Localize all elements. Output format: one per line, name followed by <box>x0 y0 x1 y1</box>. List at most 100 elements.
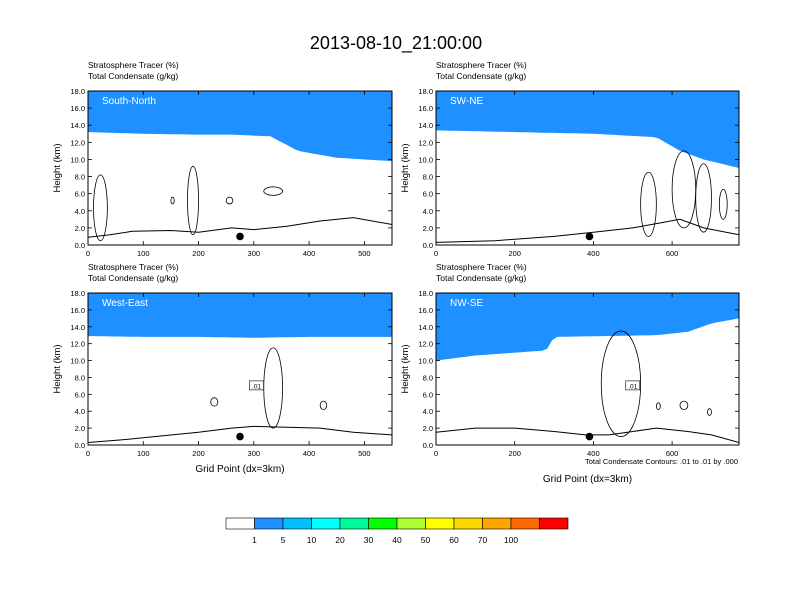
condensate-contour-2 <box>263 186 283 196</box>
colorbar: 1 5 10 20 30 40 50 60 70 100 <box>225 517 569 545</box>
x-tick-label: 100 <box>137 249 150 258</box>
colorbar-label: 40 <box>392 535 402 545</box>
y-tick-label: 12.0 <box>418 340 433 349</box>
colorbar-label: 5 <box>281 535 286 545</box>
contour-label-box <box>625 380 641 391</box>
plot-frame <box>435 292 740 446</box>
location-marker <box>236 232 244 241</box>
colorbar-swatch-2 <box>282 517 312 530</box>
panel-1: SW-NE 0.0 2.0 4.0 6.0 8.0 10.0 12.0 14.0 16.0 18.0… <box>400 60 740 258</box>
x-tick-label: 200 <box>508 249 521 258</box>
y-tick-label: 16.0 <box>418 104 433 113</box>
y-tick-label: 6.0 <box>75 390 85 399</box>
y-tick-label: 14.0 <box>70 323 85 332</box>
condensate-contour-0 <box>93 174 108 242</box>
tracer-band-0 <box>88 293 392 338</box>
terrain-line <box>436 427 739 443</box>
colorbar-label: 70 <box>478 535 488 545</box>
location-marker <box>236 432 244 441</box>
condensate-contour-1 <box>210 397 219 407</box>
y-axis-label: Height (km) <box>52 344 63 393</box>
contour-label: .01 <box>628 383 637 390</box>
y-tick-label: 0.0 <box>75 441 85 450</box>
condensate-contour-3 <box>170 196 175 205</box>
y-tick-label: 0.0 <box>75 241 85 250</box>
colorbar-label: 20 <box>335 535 345 545</box>
x-tick-label: 300 <box>248 249 261 258</box>
y-tick-label: 14.0 <box>418 121 433 130</box>
colorbar-swatch-7 <box>425 517 455 530</box>
x-tick-label: 200 <box>192 249 205 258</box>
y-tick-label: 4.0 <box>423 207 433 216</box>
x-tick-label: 300 <box>248 449 261 458</box>
x-tick-label: 400 <box>303 449 316 458</box>
y-tick-label: 8.0 <box>423 173 433 182</box>
location-marker <box>585 232 594 241</box>
colorbar-label: 30 <box>364 535 374 545</box>
colorbar-swatch-4 <box>339 517 369 530</box>
y-tick-label: 4.0 <box>75 207 85 216</box>
x-tick-label: 0 <box>86 249 90 258</box>
plot-frame <box>87 292 393 446</box>
x-tick-label: 0 <box>434 249 438 258</box>
panel-title-tracer: Stratosphere Tracer (%) <box>88 262 179 272</box>
x-tick-label: 400 <box>587 249 600 258</box>
x-tick-label: 200 <box>508 449 521 458</box>
contour-label: .01 <box>252 383 261 390</box>
plot-area: .01 <box>436 293 739 445</box>
y-tick-label: 6.0 <box>423 190 433 199</box>
condensate-contour-2 <box>319 400 328 410</box>
plot-area <box>436 91 739 245</box>
colorbar-swatch-6 <box>396 517 426 530</box>
colorbar-swatch-5 <box>368 517 398 530</box>
x-tick-label: 0 <box>86 449 90 458</box>
y-tick-label: 4.0 <box>423 407 433 416</box>
panel-label: NW-SE <box>450 298 483 309</box>
colorbar-label: 10 <box>307 535 317 545</box>
plot-frame <box>435 90 740 246</box>
terrain-line <box>436 218 739 243</box>
colorbar-swatch-11 <box>539 517 569 530</box>
x-axis-label: Grid Point (dx=3km) <box>543 474 632 485</box>
x-tick-label: 0 <box>434 449 438 458</box>
x-tick-label: 400 <box>303 249 316 258</box>
plot-area: .01 <box>88 293 392 445</box>
contour-note: Total Condensate Contours: .01 to .01 by… <box>585 457 738 466</box>
tracer-band-0 <box>436 293 739 361</box>
y-tick-label: 18.0 <box>70 87 85 96</box>
colorbar-swatch-8 <box>453 517 483 530</box>
x-tick-label: 500 <box>358 449 371 458</box>
y-tick-label: 18.0 <box>70 289 85 298</box>
panels: South-North 0.0 2.0 4.0 6.0 8.0 10.0 12.0 14.0 16… <box>52 60 740 485</box>
colorbar-label: 100 <box>504 535 518 545</box>
y-tick-label: 18.0 <box>418 87 433 96</box>
y-tick-label: 14.0 <box>418 323 433 332</box>
panel-title-condensate: Total Condensate (g/kg) <box>88 71 178 81</box>
tracer-band-0 <box>88 91 392 162</box>
y-tick-label: 10.0 <box>70 357 85 366</box>
terrain-line <box>88 217 392 238</box>
y-tick-label: 0.0 <box>423 241 433 250</box>
x-tick-label: 200 <box>192 449 205 458</box>
panel-title-tracer: Stratosphere Tracer (%) <box>88 60 179 70</box>
condensate-contour-0 <box>640 171 657 237</box>
y-tick-label: 8.0 <box>423 373 433 382</box>
location-marker <box>585 432 594 441</box>
figure-title: 2013-08-10_21:00:00 <box>310 33 482 54</box>
panel-title-condensate: Total Condensate (g/kg) <box>436 71 526 81</box>
y-tick-label: 8.0 <box>75 373 85 382</box>
panel-title-condensate: Total Condensate (g/kg) <box>88 273 178 283</box>
y-tick-label: 6.0 <box>423 390 433 399</box>
y-tick-label: 4.0 <box>75 407 85 416</box>
condensate-contour-0 <box>600 330 642 437</box>
y-axis-label: Height (km) <box>400 344 411 393</box>
y-tick-label: 14.0 <box>70 121 85 130</box>
y-tick-label: 12.0 <box>418 138 433 147</box>
panel-2: .01 West-East 0.0 2.0 4.0 6.0 8.0 10.0 12.0 14.0 1… <box>52 262 393 475</box>
x-tick-label: 500 <box>358 249 371 258</box>
y-tick-label: 0.0 <box>423 441 433 450</box>
condensate-contour-3 <box>707 408 712 416</box>
colorbar-swatch-0 <box>225 517 255 530</box>
y-tick-label: 12.0 <box>70 138 85 147</box>
y-tick-label: 10.0 <box>70 155 85 164</box>
